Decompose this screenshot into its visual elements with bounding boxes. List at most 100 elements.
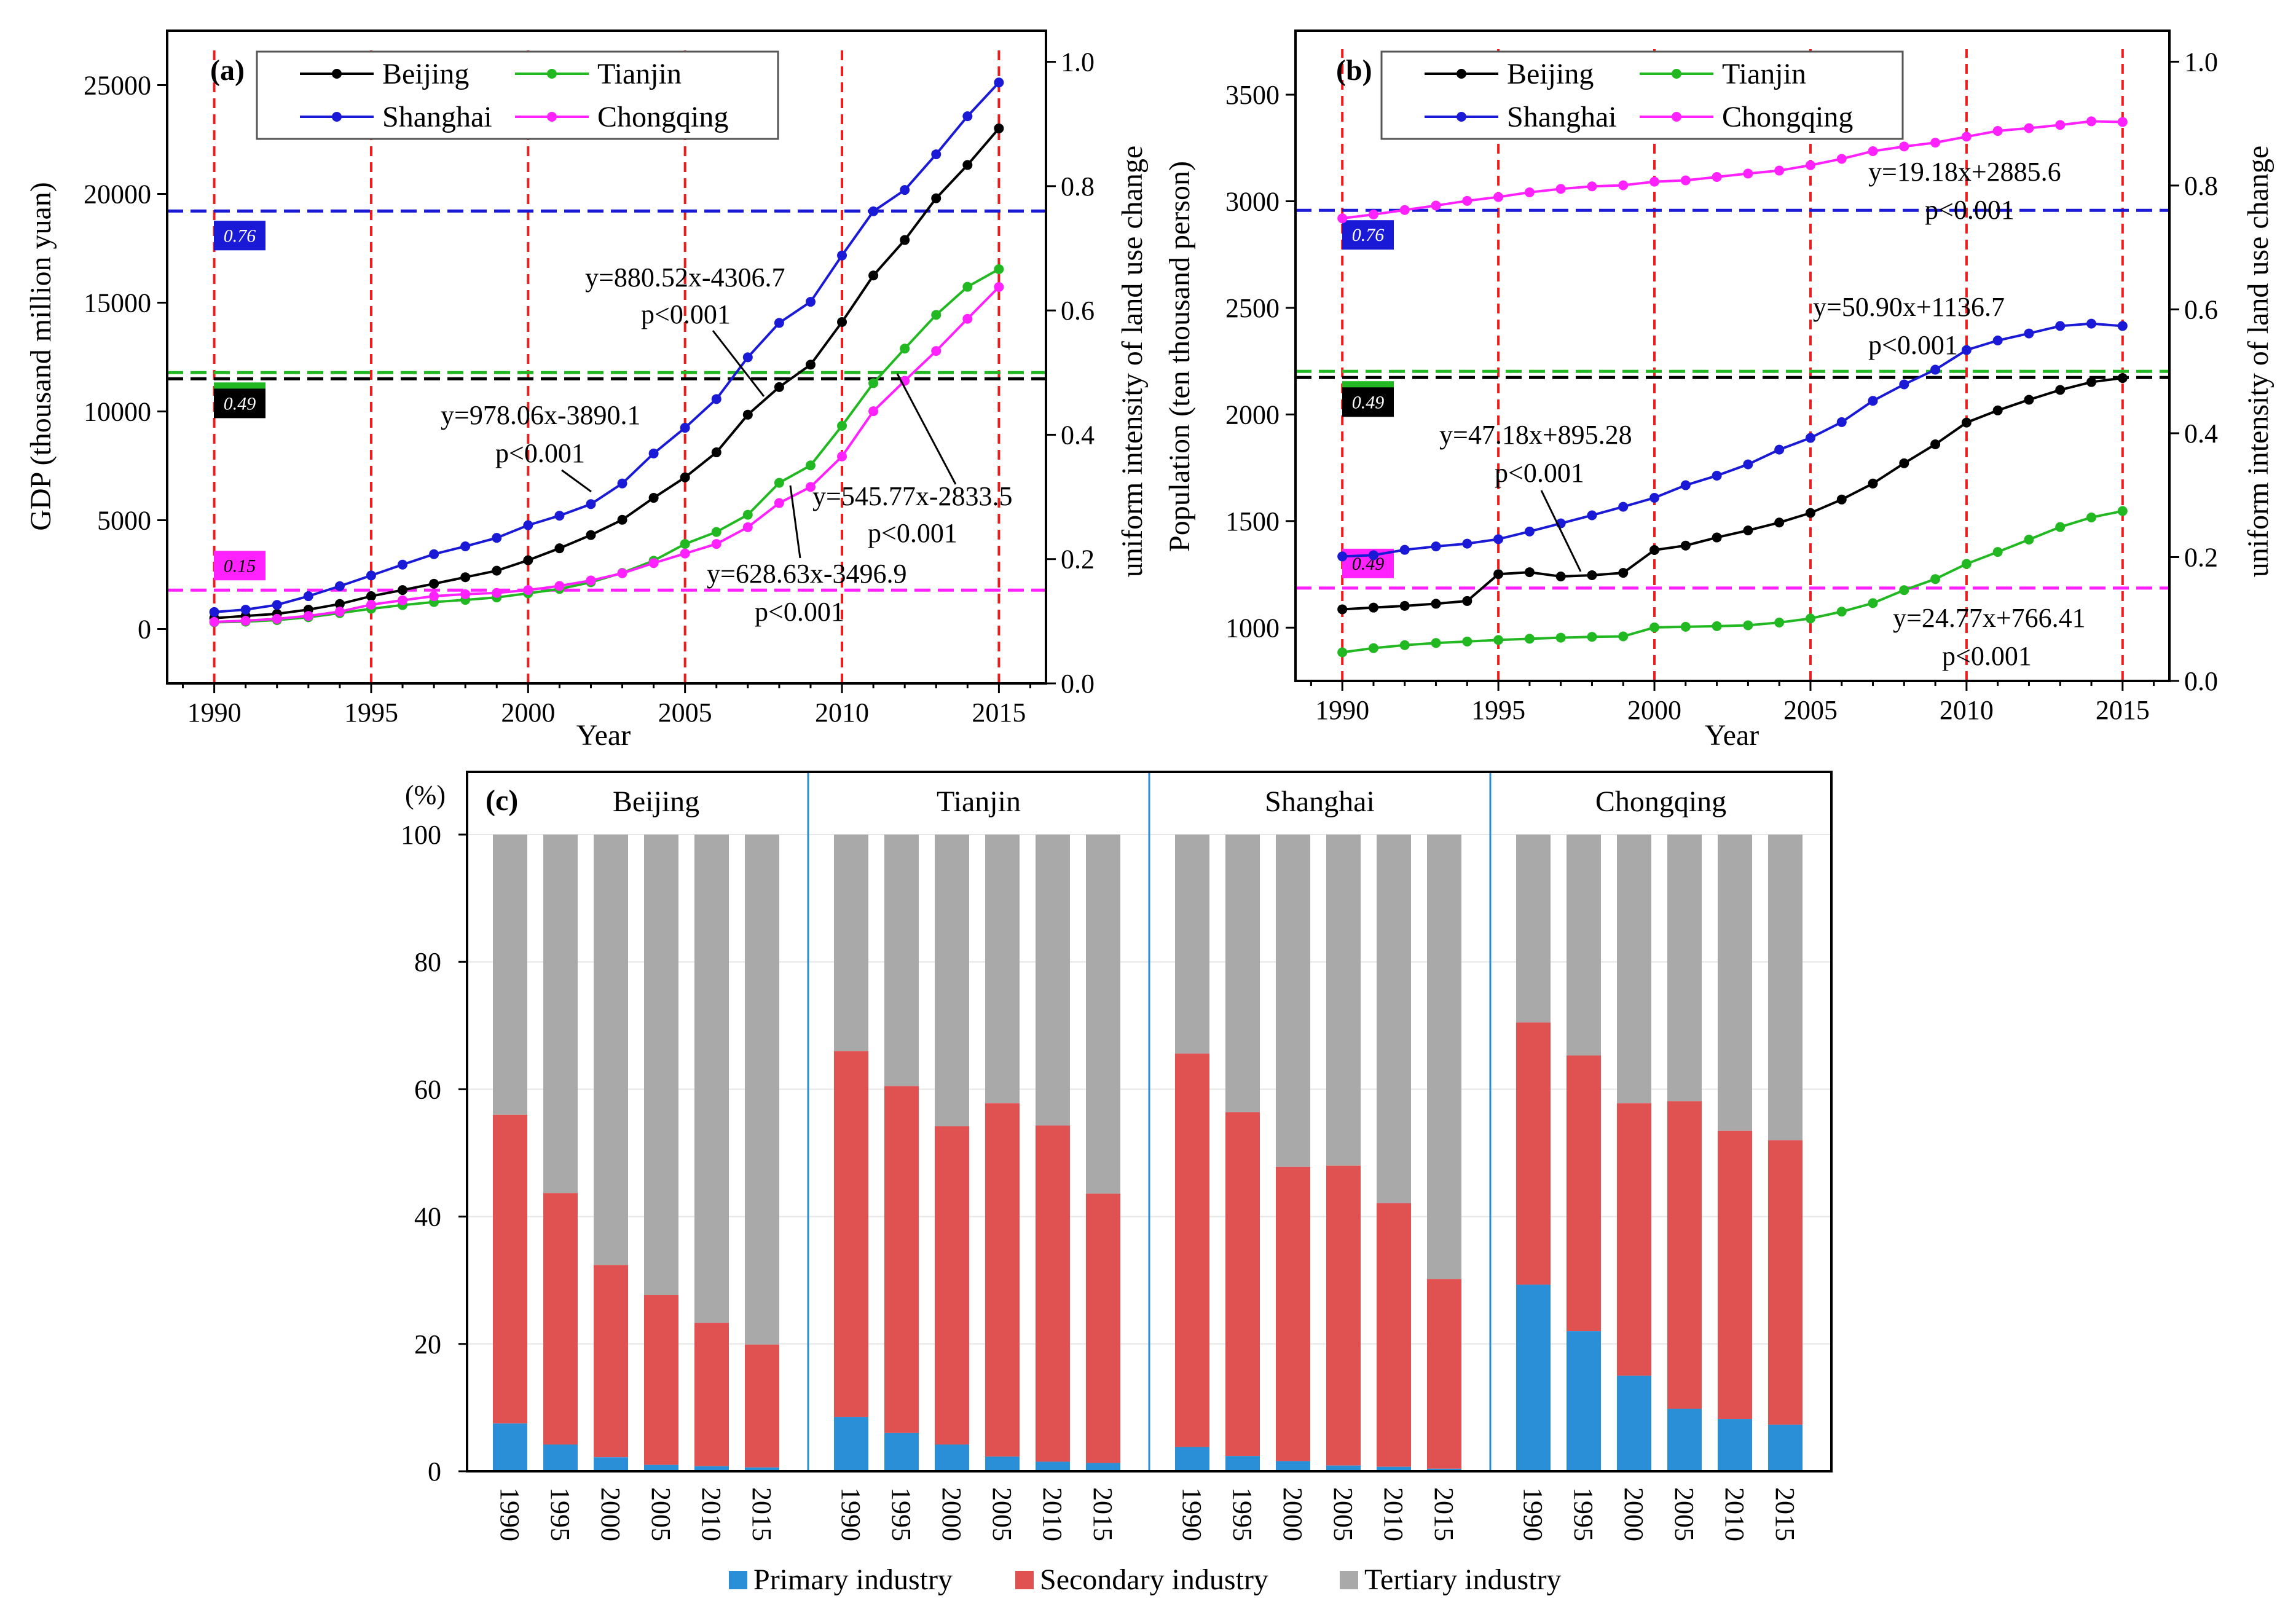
c-bar-primary-beijing-2005 — [644, 1465, 678, 1471]
b-point-chongqing-2008 — [1899, 141, 1909, 152]
c-bar-tertiary-tianjin-2005 — [985, 835, 1020, 1104]
a-point-chongqing-1996 — [398, 595, 408, 605]
b-badge-0 — [1342, 220, 1394, 250]
c-year-label-beijing-2005: 2005 — [646, 1487, 676, 1541]
c-ytick-label-100: 100 — [401, 820, 441, 850]
b-point-shanghai-2006 — [1836, 417, 1847, 427]
c-year-label-shanghai-1995: 1995 — [1227, 1487, 1257, 1541]
c-bar-secondary-chongqing-2000 — [1617, 1103, 1651, 1376]
b-point-beijing-2011 — [1992, 405, 2003, 415]
b-point-chongqing-2013 — [2055, 120, 2066, 130]
b-point-chongqing-2007 — [1868, 146, 1878, 156]
a-point-tianjin-2013 — [931, 310, 942, 320]
a-point-beijing-2008 — [774, 382, 784, 392]
c-bar-tertiary-shanghai-2000 — [1276, 835, 1310, 1167]
b-point-tianjin-1996 — [1524, 634, 1535, 644]
b-ytick-label-3500: 3500 — [1225, 80, 1280, 110]
a-point-shanghai-1993 — [303, 591, 313, 602]
b-point-beijing-2003 — [1743, 525, 1753, 536]
a-annot-eq-shanghai: y=978.06x-3890.1 — [441, 400, 640, 430]
c-bar-secondary-tianjin-2010 — [1036, 1125, 1070, 1462]
a-y2tick-label-1.0: 1.0 — [1061, 47, 1095, 77]
a-point-chongqing-2009 — [805, 482, 816, 492]
c-bar-tertiary-shanghai-2010 — [1377, 835, 1411, 1203]
c-year-label-beijing-2010: 2010 — [696, 1487, 726, 1541]
b-point-shanghai-1999 — [1618, 501, 1629, 512]
b-point-chongqing-2004 — [1774, 165, 1785, 176]
c-bar-tertiary-beijing-2000 — [594, 835, 628, 1265]
b-point-chongqing-2003 — [1743, 168, 1753, 179]
b-xtick-label-2010: 2010 — [1940, 695, 1994, 725]
b-point-tianjin-2015 — [2117, 506, 2128, 516]
a-y2tick-label-0.6: 0.6 — [1061, 296, 1095, 326]
c-bar-secondary-chongqing-1990 — [1516, 1022, 1551, 1285]
b-point-beijing-1992 — [1399, 600, 1410, 611]
c-bar-primary-beijing-2000 — [594, 1457, 628, 1471]
a-y2tick-label-0.2: 0.2 — [1061, 545, 1095, 575]
c-year-label-shanghai-2015: 2015 — [1429, 1487, 1459, 1541]
b-point-tianjin-2013 — [2055, 522, 2066, 532]
c-bar-tertiary-chongqing-2015 — [1768, 835, 1803, 1141]
b-point-beijing-1997 — [1555, 572, 1566, 582]
b-point-tianjin-2002 — [1712, 621, 1722, 631]
c-bar-secondary-beijing-2005 — [644, 1295, 678, 1465]
c-legend-swatch-primary-industry — [729, 1571, 747, 1589]
b-panel-label: (b) — [1336, 54, 1372, 87]
c-bar-tertiary-tianjin-2000 — [935, 835, 969, 1126]
b-annot-eq-chongqing: y=19.18x+2885.6 — [1868, 157, 2061, 187]
c-bar-secondary-chongqing-1995 — [1567, 1055, 1601, 1332]
a-point-chongqing-2013 — [931, 346, 942, 356]
a-series-group — [209, 77, 1004, 627]
b-point-chongqing-2012 — [2024, 123, 2034, 133]
a-badge-label-2: 0.49 — [224, 393, 256, 414]
b-y2tick-label-0.4: 0.4 — [2184, 419, 2218, 449]
a-point-chongqing-2008 — [774, 498, 784, 508]
b-line-shanghai — [1342, 322, 2123, 558]
c-city-label-beijing: Beijing — [613, 785, 699, 818]
c-bar-tertiary-beijing-2010 — [694, 835, 729, 1323]
a-point-chongqing-1995 — [366, 599, 376, 610]
b-ytick-label-2000: 2000 — [1225, 399, 1280, 430]
a-annot-arrow-shanghai — [561, 469, 592, 493]
c-year-label-beijing-2000: 2000 — [596, 1487, 626, 1541]
a-point-tianjin-2010 — [837, 420, 847, 431]
a-point-shanghai-2004 — [648, 448, 659, 458]
a-annot-arrow-tianjin — [896, 373, 957, 485]
b-point-beijing-2000 — [1649, 545, 1660, 556]
b-legend-marker-shanghai — [1457, 112, 1466, 122]
c-bar-tertiary-chongqing-1995 — [1567, 835, 1601, 1056]
b-legend-box — [1380, 50, 1904, 140]
b-axis-ticks: 1990 1995 2000 2005 2010 2015 1000 1500 2000 2500… — [1225, 47, 2218, 725]
c-bar-tertiary-shanghai-2015 — [1427, 835, 1461, 1280]
b-point-beijing-1994 — [1462, 596, 1472, 606]
b-xtick-label-2015: 2015 — [2096, 695, 2150, 725]
a-point-tianjin-2006 — [711, 527, 721, 537]
a-point-beijing-1994 — [334, 599, 345, 609]
a-point-shanghai-1991 — [240, 604, 251, 615]
a-point-shanghai-2003 — [617, 478, 627, 489]
b-point-tianjin-2010 — [1961, 559, 1972, 569]
b-point-chongqing-2011 — [1992, 126, 2003, 136]
a-legend-label-beijing: Beijing — [382, 58, 469, 90]
c-year-label-shanghai-2005: 2005 — [1328, 1487, 1358, 1541]
b-badge-2 — [1342, 387, 1394, 417]
a-point-beijing-2009 — [805, 360, 816, 370]
a-xtick-label-2005: 2005 — [658, 698, 712, 728]
a-annot-p-chongqing: p<0.001 — [755, 597, 844, 627]
a-point-beijing-2010 — [837, 317, 847, 328]
b-point-shanghai-1992 — [1399, 545, 1410, 555]
b-point-shanghai-2008 — [1899, 379, 1909, 390]
b-annot-p-chongqing: p<0.001 — [1925, 195, 2015, 225]
b-point-shanghai-1990 — [1337, 551, 1348, 562]
c-bar-secondary-shanghai-2005 — [1326, 1165, 1361, 1466]
c-bar-primary-shanghai-2000 — [1276, 1461, 1310, 1471]
b-point-tianjin-2003 — [1743, 620, 1753, 631]
b-annot-eq-beijing: y=47.18x+895.28 — [1439, 420, 1632, 450]
c-bar-secondary-beijing-2010 — [694, 1323, 729, 1466]
c-year-label-chongqing-2010: 2010 — [1720, 1487, 1750, 1541]
a-regression-annotations: y=880.52x-4306.7 p<0.001 y=978.06x-3890.… — [441, 262, 1012, 627]
b-point-chongqing-2001 — [1680, 175, 1691, 186]
a-annot-p-beijing: p<0.001 — [641, 299, 731, 329]
a-point-chongqing-2006 — [711, 539, 721, 549]
a-legend-label-chongqing: Chongqing — [597, 101, 728, 133]
